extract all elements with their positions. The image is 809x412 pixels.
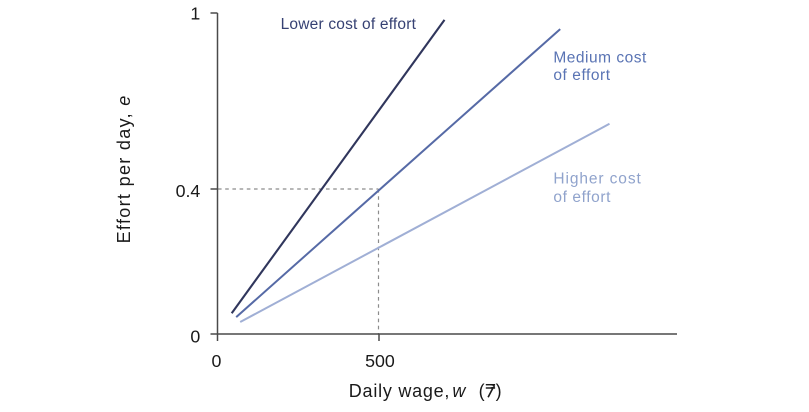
- svg-text:of effort: of effort: [553, 67, 610, 84]
- svg-text:500: 500: [365, 351, 395, 371]
- svg-text:0: 0: [212, 351, 222, 371]
- svg-text:1: 1: [190, 4, 200, 24]
- svg-text:0: 0: [190, 327, 200, 347]
- svg-text:Daily wage,: Daily wage,: [349, 381, 450, 401]
- svg-text:Effort per day, e: Effort per day, e: [114, 94, 134, 243]
- svg-text:Higher cost: Higher cost: [553, 171, 641, 188]
- svg-text:w: w: [452, 381, 466, 401]
- svg-text:(: (: [479, 381, 485, 401]
- svg-text:of effort: of effort: [553, 189, 611, 206]
- svg-text:Medium cost: Medium cost: [553, 50, 647, 67]
- svg-text:Lower cost of effort: Lower cost of effort: [281, 16, 417, 33]
- svg-text:0.4: 0.4: [176, 181, 201, 201]
- svg-text:): ): [496, 381, 502, 401]
